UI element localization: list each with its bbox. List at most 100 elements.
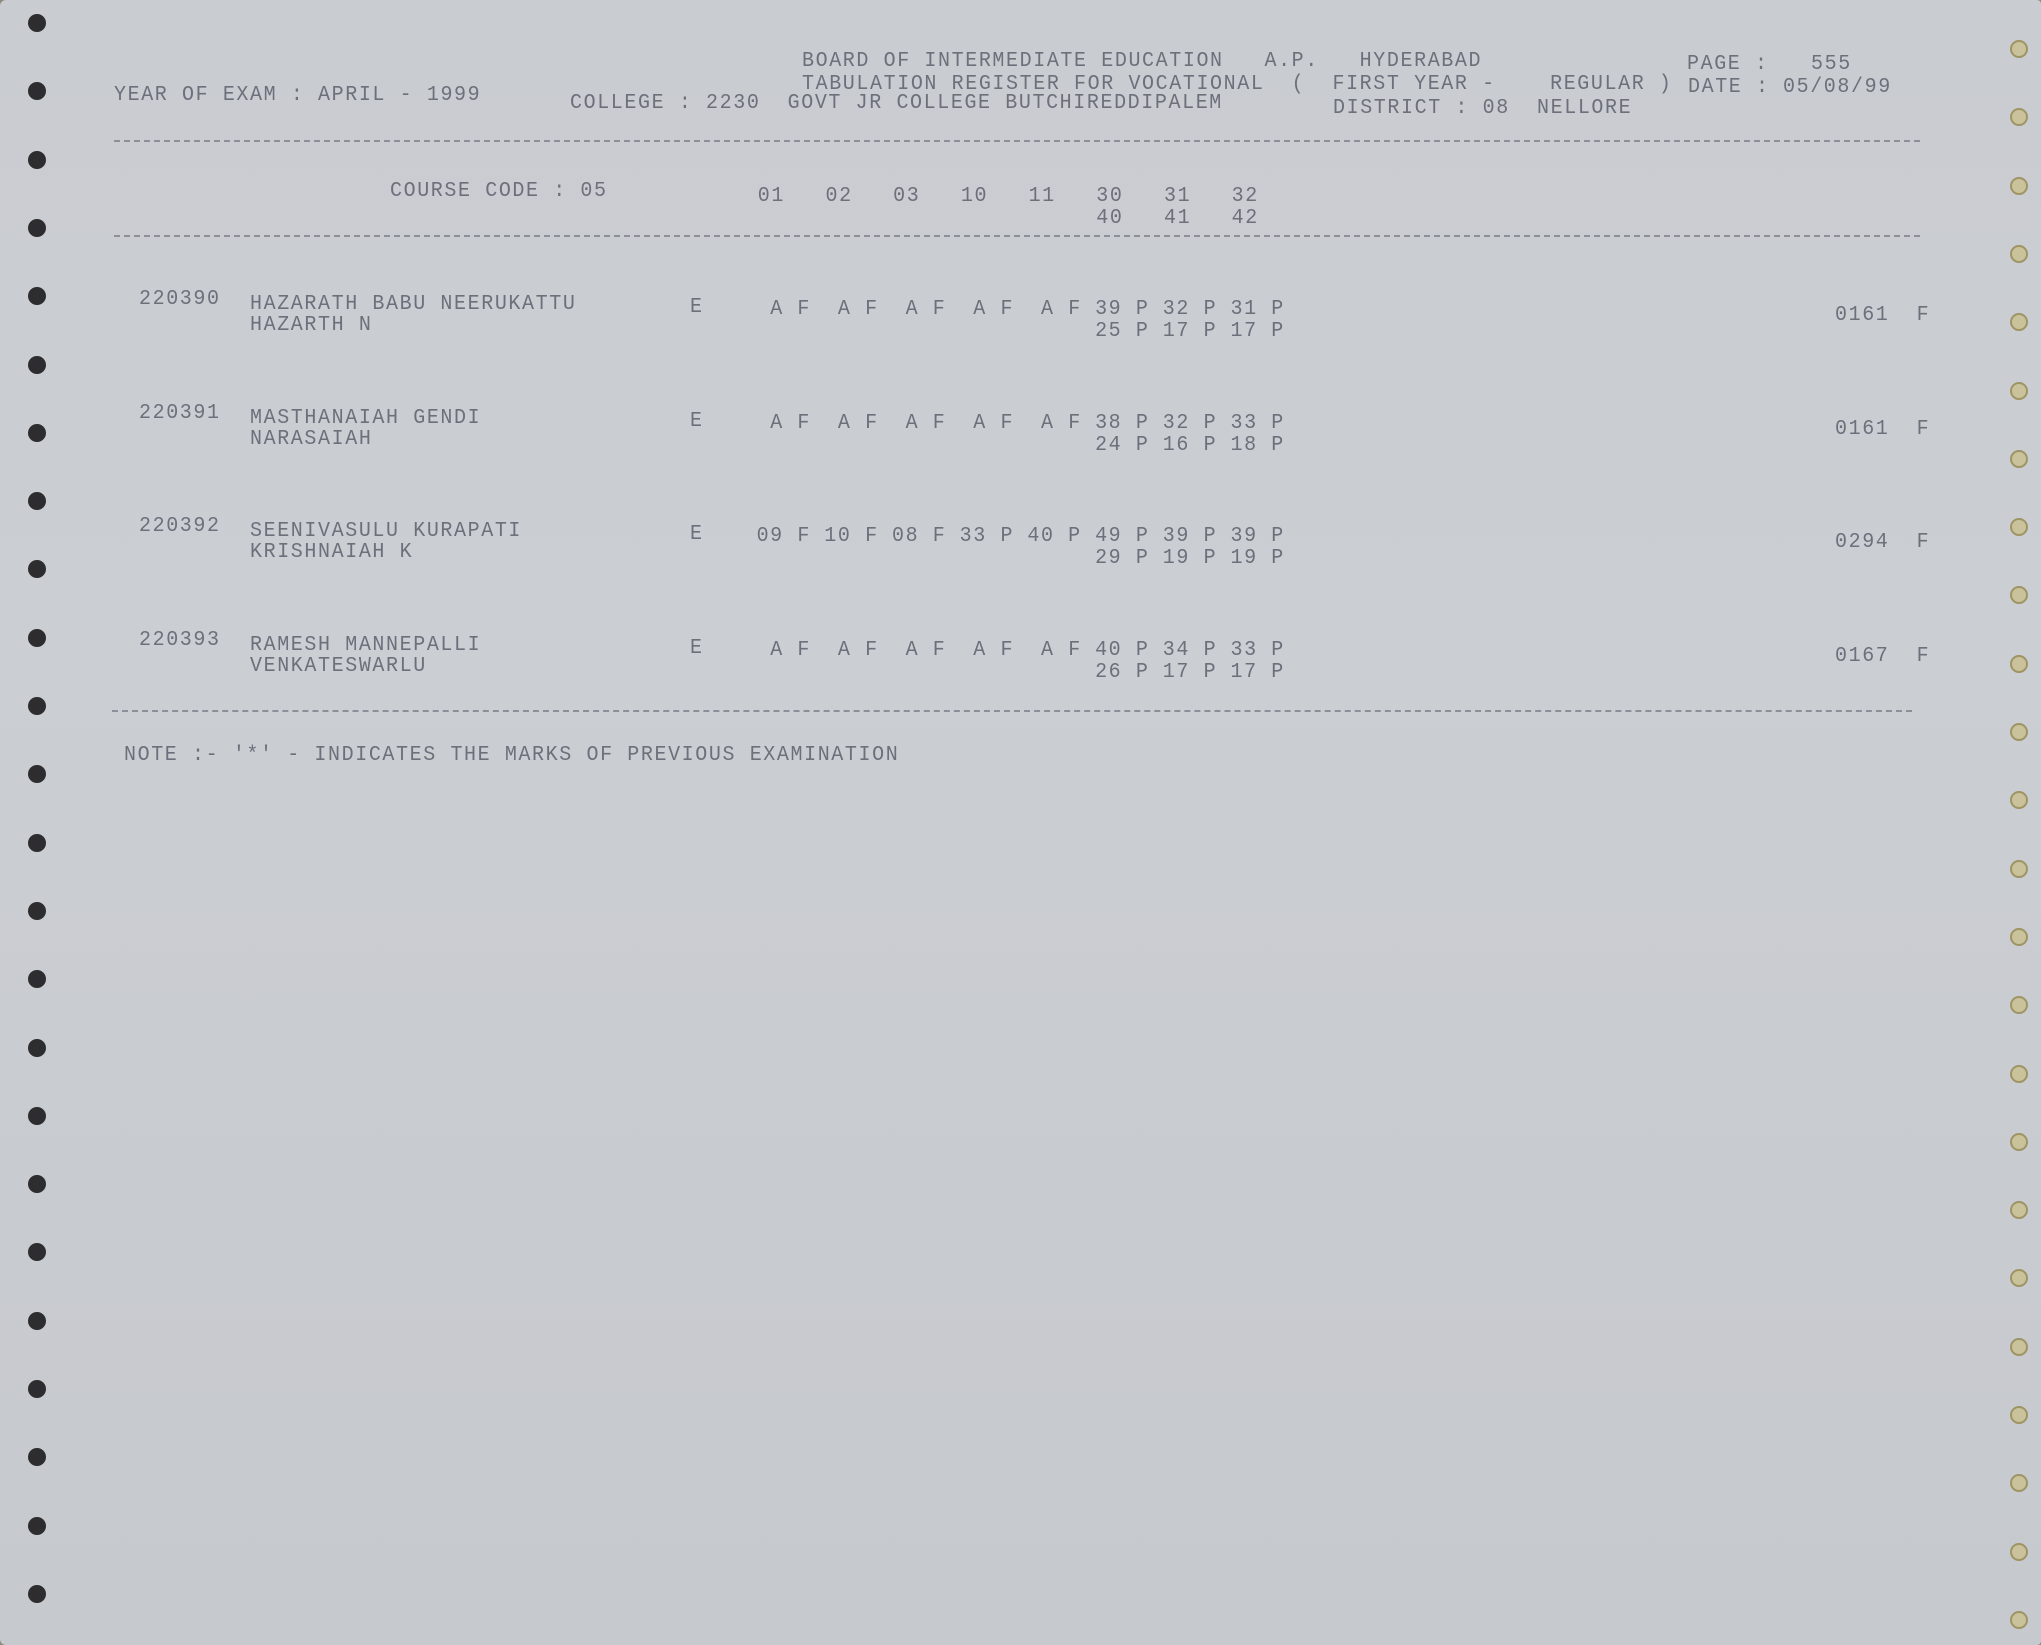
subject-mark: 33 P	[959, 524, 1015, 549]
page-number: 555	[1811, 52, 1852, 77]
feed-hole-right	[2010, 449, 2028, 468]
feed-hole-right	[2010, 1610, 2028, 1629]
footnote: NOTE :- '*' - INDICATES THE MARKS OF PRE…	[124, 743, 900, 768]
subject-mark: 24 P	[1095, 432, 1150, 458]
feed-hole-right	[2010, 996, 2028, 1015]
student-name: RAMESH MANNEPALLI	[250, 632, 482, 658]
feed-hole-right	[2010, 313, 2028, 332]
subject-mark: A F	[1040, 410, 1082, 436]
subject-code: 02	[825, 184, 853, 209]
subject-mark: 18 P	[1230, 432, 1285, 458]
feed-hole-left	[28, 833, 46, 852]
feed-hole-right	[2010, 654, 2028, 673]
divider	[114, 140, 1920, 142]
roll-number: 220393	[139, 627, 221, 653]
feed-hole-right	[2010, 381, 2028, 400]
subject-mark: A F	[905, 637, 947, 663]
subject-mark: A F	[837, 637, 879, 663]
student-name-line2: KRISHNAIAH K	[250, 540, 414, 565]
feed-hole-left	[28, 560, 46, 579]
medium: E	[690, 295, 704, 320]
feed-hole-left	[28, 628, 46, 647]
subject-code: 11	[1028, 184, 1056, 209]
student-name: SEENIVASULU KURAPATI	[250, 519, 523, 544]
subject-mark: A F	[973, 297, 1015, 322]
course-code: COURSE CODE : 05	[390, 179, 608, 204]
roll-number: 220391	[139, 400, 221, 426]
date-label: DATE :	[1688, 75, 1770, 100]
feed-hole-left	[28, 218, 46, 237]
subject-mark: A F	[770, 410, 811, 436]
subject-code: 40	[1096, 206, 1124, 231]
subject-mark: 25 P	[1095, 319, 1150, 344]
feed-hole-left	[28, 1516, 46, 1535]
district: DISTRICT : 08 NELLORE	[1333, 96, 1633, 121]
subject-mark: 17 P	[1162, 319, 1218, 344]
total-result: 0167 F	[1835, 643, 1931, 669]
student-name-line2: HAZARTH N	[250, 313, 373, 338]
feed-hole-left	[28, 355, 46, 374]
feed-hole-right	[2010, 1337, 2028, 1356]
subject-mark: A F	[973, 410, 1015, 436]
feed-hole-left	[28, 1038, 46, 1057]
feed-hole-left	[28, 287, 46, 306]
feed-hole-right	[2010, 586, 2028, 605]
register-title: TABULATION REGISTER FOR VOCATIONAL ( FIR…	[802, 72, 1673, 97]
feed-hole-left	[28, 82, 46, 101]
subject-mark: 40 P	[1095, 637, 1150, 663]
subject-mark: 39 P	[1095, 297, 1150, 322]
subject-mark: 49 P	[1095, 524, 1150, 549]
medium: E	[690, 408, 704, 434]
feed-hole-right	[2010, 1269, 2028, 1288]
subject-code: 10	[960, 184, 989, 209]
subject-code: 42	[1231, 206, 1259, 231]
subject-mark: 17 P	[1162, 659, 1218, 685]
student-name-line2: VENKATESWARLU	[250, 653, 427, 679]
feed-hole-right	[2010, 859, 2028, 878]
subject-mark: A F	[770, 297, 811, 322]
divider	[112, 710, 1912, 712]
subject-mark: 39 P	[1162, 524, 1218, 549]
student-name-line2: NARASAIAH	[250, 426, 373, 452]
subject-mark: A F	[837, 410, 879, 436]
feed-hole-right	[2010, 40, 2028, 58]
subject-mark: 17 P	[1230, 319, 1285, 344]
subject-mark: 33 P	[1230, 637, 1285, 663]
subject-code: 03	[893, 184, 921, 209]
feed-hole-left	[28, 765, 46, 784]
subject-mark: A F	[905, 297, 947, 322]
subject-mark: 19 P	[1162, 546, 1218, 571]
feed-hole-left	[28, 492, 46, 511]
feed-hole-left	[28, 150, 46, 169]
subject-mark: A F	[837, 297, 879, 322]
subject-mark: A F	[1040, 637, 1082, 663]
subject-mark: 26 P	[1095, 659, 1150, 685]
page-label: PAGE :	[1687, 52, 1769, 77]
student-name: HAZARATH BABU NEERUKATTU	[250, 292, 577, 317]
roll-number: 220390	[139, 287, 221, 312]
feed-hole-left	[28, 1311, 46, 1330]
feed-hole-right	[2010, 1064, 2028, 1083]
feed-hole-left	[28, 1380, 46, 1398]
feed-hole-left	[28, 1448, 46, 1467]
subject-code: 41	[1163, 206, 1192, 231]
subject-mark: 38 P	[1095, 410, 1150, 436]
total-result: 0161 F	[1835, 416, 1931, 442]
feed-hole-right	[2010, 176, 2028, 195]
feed-hole-left	[28, 1175, 46, 1194]
feed-hole-right	[2010, 723, 2028, 741]
subject-mark: 32 P	[1162, 297, 1218, 322]
feed-hole-right	[2010, 244, 2028, 263]
subject-mark: 17 P	[1230, 659, 1285, 685]
subject-mark: 33 P	[1230, 410, 1285, 436]
subject-mark: 32 P	[1162, 410, 1218, 436]
subject-mark: 09 F	[756, 524, 811, 549]
feed-hole-left	[28, 697, 46, 715]
feed-hole-right	[2010, 1542, 2028, 1561]
feed-hole-left	[28, 14, 46, 32]
subject-mark: A F	[905, 410, 947, 436]
board-title: BOARD OF INTERMEDIATE EDUCATION A.P. HYD…	[802, 49, 1483, 74]
subject-code: 01	[757, 184, 785, 209]
subject-code: 32	[1231, 184, 1259, 209]
